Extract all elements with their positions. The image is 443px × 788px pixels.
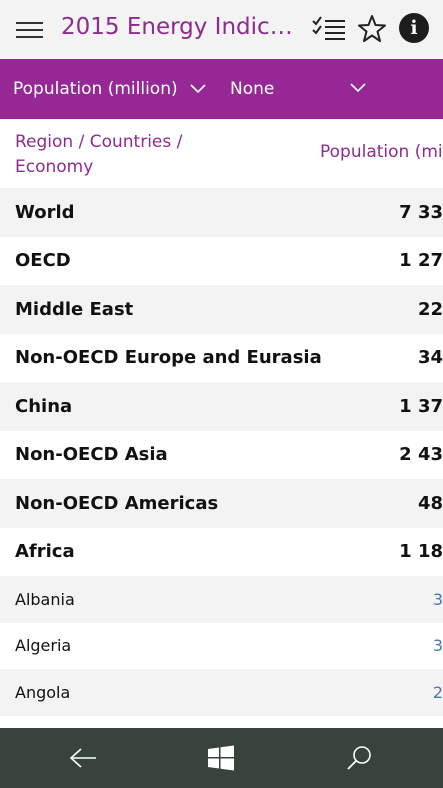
system-nav-bar — [0, 728, 443, 788]
table-row[interactable]: Non-OECD Americas 48 — [0, 479, 443, 528]
row-population-value: 1 27 — [399, 250, 443, 272]
row-region-name: Albania — [15, 589, 75, 609]
secondary-dropdown-label: None — [230, 79, 275, 99]
row-population-value: 22 — [417, 298, 443, 320]
back-button[interactable] — [43, 728, 123, 788]
table-row[interactable]: Non-OECD Asia 2 43 — [0, 430, 443, 479]
table-row[interactable]: Angola 2 — [0, 669, 443, 716]
row-population-value: 34 — [417, 347, 443, 369]
row-region-name: Non-OECD Asia — [15, 444, 168, 466]
row-region-name: China — [15, 395, 73, 417]
row-population-value: 3 — [432, 589, 443, 609]
row-population-value: 3 — [432, 636, 443, 656]
row-region-name: OECD — [15, 250, 71, 272]
search-button[interactable] — [319, 728, 399, 788]
chevron-down-icon[interactable] — [350, 83, 366, 93]
chevron-down-icon — [190, 84, 206, 94]
back-arrow-icon — [69, 748, 96, 768]
table-row[interactable]: Middle East 22 — [0, 285, 443, 334]
app-title: 2015 Energy Indicat... — [61, 14, 306, 40]
table-row[interactable]: Africa 1 18 — [0, 527, 443, 576]
row-region-name: World — [15, 201, 75, 223]
column-header-population[interactable]: Population (mil — [320, 142, 443, 162]
row-population-value: 1 18 — [399, 541, 443, 563]
row-population-value: 2 43 — [399, 444, 443, 466]
row-region-name: Africa — [15, 541, 75, 563]
indicator-dropdown-label: Population (million) — [13, 79, 178, 99]
row-population-value: 48 — [417, 492, 443, 514]
table-row[interactable]: China 1 37 — [0, 382, 443, 431]
row-region-name: Algeria — [15, 636, 72, 656]
row-population-value: 1 37 — [399, 395, 443, 417]
row-region-name: Non-OECD Europe and Eurasia — [15, 347, 322, 369]
windows-logo-icon — [208, 745, 234, 771]
table-row[interactable]: Non-OECD Europe and Eurasia 34 — [0, 333, 443, 382]
secondary-dropdown[interactable]: None — [230, 59, 274, 119]
column-header-region[interactable]: Region / Countries / Economy — [15, 132, 183, 177]
indicator-dropdown[interactable]: Population (million) — [13, 59, 206, 119]
row-population-value: 2 — [432, 682, 443, 702]
row-region-name: Non-OECD Americas — [15, 492, 219, 514]
table-header: Region / Countries / Economy Population … — [0, 119, 443, 188]
star-icon[interactable] — [357, 14, 387, 44]
search-icon — [347, 746, 371, 770]
table-row[interactable]: Algeria 3 — [0, 622, 443, 669]
row-region-name: Middle East — [15, 298, 134, 320]
data-table: World 7 33 OECD 1 27 Middle East 22 Non-OECD E… — [0, 188, 443, 716]
start-button[interactable] — [181, 728, 261, 788]
table-row[interactable]: OECD 1 27 — [0, 236, 443, 285]
menu-icon[interactable] — [16, 21, 43, 39]
info-icon[interactable]: i — [399, 13, 429, 43]
row-population-value: 7 33 — [399, 201, 443, 223]
row-region-name: Angola — [15, 682, 71, 702]
app-header: 2015 Energy Indicat... i — [0, 0, 443, 59]
filter-bar: Population (million) None — [0, 59, 443, 119]
table-row[interactable]: Albania 3 — [0, 576, 443, 623]
table-row[interactable]: World 7 33 — [0, 188, 443, 237]
checklist-icon[interactable] — [312, 15, 346, 43]
